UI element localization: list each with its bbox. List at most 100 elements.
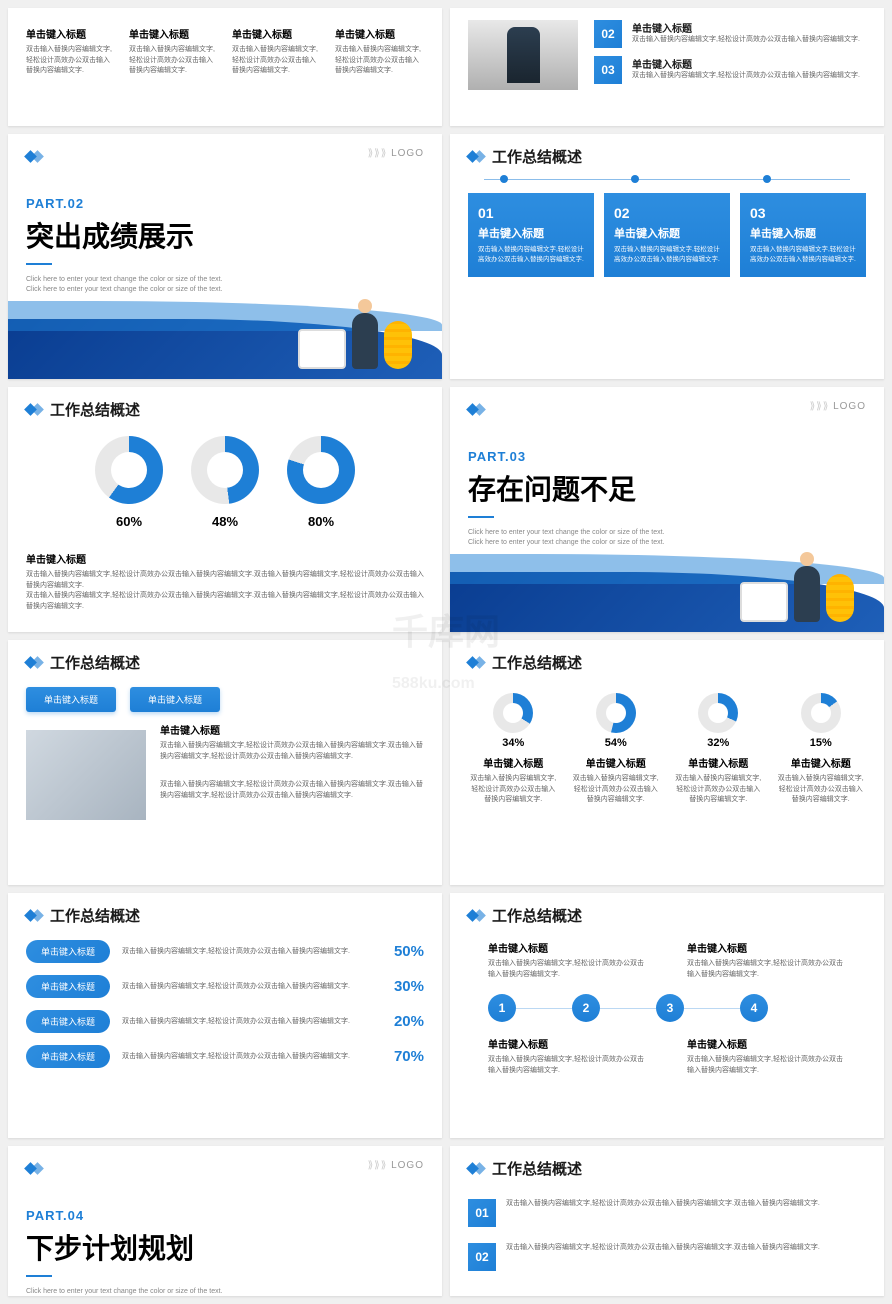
gauge-column: 15% 单击键入标题双击输入替换内容编辑文字,轻松设计高效办公双击输入替换内容编辑…: [776, 693, 867, 806]
gauge-title: 单击键入标题: [776, 755, 867, 770]
section-title: 工作总结概述: [468, 652, 866, 673]
gauge-desc: 双击输入替换内容编辑文字,轻松设计高效办公双击输入替换内容编辑文字.: [571, 774, 662, 806]
step-circle: 4: [740, 994, 768, 1022]
pill-button[interactable]: 单击键入标题: [130, 687, 220, 712]
diamond-icon: [468, 907, 486, 925]
card-desc: 双击输入替换内容编辑文字,轻松设计高效办公双击输入替换内容编辑文字.: [614, 245, 720, 265]
pill-button[interactable]: 单击键入标题: [26, 687, 116, 712]
section-title: 工作总结概述: [26, 905, 424, 926]
donut-row: 60%48%80%: [26, 436, 424, 535]
donut-percent: 48%: [191, 514, 259, 529]
slide-donuts: 工作总结概述 60%48%80% 单击键入标题 双击输入替换内容编辑文字,轻松设…: [8, 387, 442, 632]
bar-pill[interactable]: 单击键入标题: [26, 975, 110, 998]
numbered-item: 02 双击输入替换内容编辑文字,轻松设计高效办公双击输入替换内容编辑文字.双击输入…: [468, 1243, 866, 1271]
subtitle: Click here to enter your text change the…: [468, 528, 668, 548]
section-title: 工作总结概述: [468, 905, 866, 926]
section-title: 工作总结概述: [468, 1158, 866, 1179]
diamond-icon: [468, 654, 486, 672]
donut-chart: 80%: [287, 436, 355, 535]
step-circle: 3: [656, 994, 684, 1022]
text-title: 单击键入标题: [160, 722, 424, 737]
bar-row: 单击键入标题 双击输入替换内容编辑文字,轻松设计高效办公双击输入替换内容编辑文字.…: [26, 1045, 424, 1068]
step-desc: 双击输入替换内容编辑文字,轻松设计高效办公双击输入替换内容编辑文字.: [687, 1055, 846, 1076]
gauge-percent: 54%: [571, 737, 662, 749]
card-title: 单击键入标题: [478, 225, 584, 241]
logo: LOGO: [810, 401, 866, 412]
item-title: 单击键入标题: [632, 56, 860, 71]
bar-pill[interactable]: 单击键入标题: [26, 1045, 110, 1068]
slide-part02: LOGO PART.02 突出成绩展示 Click here to enter …: [8, 134, 442, 379]
number-badge: 01: [468, 1199, 496, 1227]
item-desc: 双击输入替换内容编辑文字,轻松设计高效办公双击输入替换内容编辑文字.双击输入替换…: [506, 1243, 820, 1271]
logo: LOGO: [368, 1160, 424, 1171]
gauge-chart: [801, 693, 841, 733]
card-title: 单击键入标题: [750, 225, 856, 241]
donut-chart: 48%: [191, 436, 259, 535]
col-desc: 双击输入替换内容编辑文字,轻松设计高效办公双击输入替换内容编辑文字.: [129, 45, 218, 77]
card-desc: 双击输入替换内容编辑文字,轻松设计高效办公双击输入替换内容编辑文字.: [478, 245, 584, 265]
diamond-icon: [26, 654, 44, 672]
step-desc: 双击输入替换内容编辑文字,轻松设计高效办公双击输入替换内容编辑文字.: [488, 1055, 647, 1076]
separator: [468, 516, 494, 518]
number-badge: 02: [468, 1243, 496, 1271]
bar-desc: 双击输入替换内容编辑文字,轻松设计高效办公双击输入替换内容编辑文字.: [122, 1017, 368, 1027]
step-desc: 双击输入替换内容编辑文字,轻松设计高效办公双击输入替换内容编辑文字.: [687, 959, 846, 980]
donut-percent: 80%: [287, 514, 355, 529]
step-circle: 1: [488, 994, 516, 1022]
slide-gauges: 工作总结概述 34%单击键入标题双击输入替换内容编辑文字,轻松设计高效办公双击输…: [450, 640, 884, 885]
logo: LOGO: [368, 148, 424, 159]
item-title: 单击键入标题: [632, 20, 860, 35]
card-desc: 双击输入替换内容编辑文字,轻松设计高效办公双击输入替换内容编辑文字.: [750, 245, 856, 265]
number-badge: 03: [594, 56, 622, 84]
gauge-desc: 双击输入替换内容编辑文字,轻松设计高效办公双击输入替换内容编辑文字.: [776, 774, 867, 806]
gauge-column: 32%单击键入标题双击输入替换内容编辑文字,轻松设计高效办公双击输入替换内容编辑…: [673, 693, 764, 806]
slide-part03: LOGO PART.03 存在问题不足 Click here to enter …: [450, 387, 884, 632]
gauge-chart: [698, 693, 738, 733]
four-columns: 单击键入标题双击输入替换内容编辑文字,轻松设计高效办公双击输入替换内容编辑文字.…: [26, 26, 424, 77]
slide-part04: LOGO PART.04 下步计划规划 Click here to enter …: [8, 1146, 442, 1296]
subtitle: Click here to enter your text change the…: [26, 1287, 226, 1296]
col-title: 单击键入标题: [129, 26, 218, 41]
step-desc: 双击输入替换内容编辑文字,轻松设计高效办公双击输入替换内容编辑文字.: [488, 959, 647, 980]
gauge-percent: 15%: [776, 737, 867, 749]
section-title: 工作总结概述: [26, 652, 424, 673]
bar-pill[interactable]: 单击键入标题: [26, 1010, 110, 1033]
separator: [26, 263, 52, 265]
gauge-desc: 双击输入替换内容编辑文字,轻松设计高效办公双击输入替换内容编辑文字.: [468, 774, 559, 806]
diamond-icon: [468, 1160, 486, 1178]
slide-numbered-list: 工作总结概述 01 双击输入替换内容编辑文字,轻松设计高效办公双击输入替换内容编辑…: [450, 1146, 884, 1296]
donut-title: 单击键入标题: [26, 551, 424, 566]
bar-row: 单击键入标题 双击输入替换内容编辑文字,轻松设计高效办公双击输入替换内容编辑文字.…: [26, 1010, 424, 1033]
subtitle: Click here to enter your text change the…: [26, 275, 226, 295]
section-title: 工作总结概述: [468, 146, 866, 167]
part-title: 下步计划规划: [26, 1227, 424, 1267]
gauge-chart: [596, 693, 636, 733]
step-title: 单击键入标题: [687, 1036, 846, 1051]
bar-desc: 双击输入替换内容编辑文字,轻松设计高效办公双击输入替换内容编辑文字.: [122, 947, 368, 957]
col-title: 单击键入标题: [26, 26, 115, 41]
bar-row: 单击键入标题 双击输入替换内容编辑文字,轻松设计高效办公双击输入替换内容编辑文字.…: [26, 940, 424, 963]
bar-pill[interactable]: 单击键入标题: [26, 940, 110, 963]
bar-percent: 70%: [380, 1048, 424, 1065]
illustration: [280, 249, 430, 369]
card-title: 单击键入标题: [614, 225, 720, 241]
slide-grid: 单击键入标题双击输入替换内容编辑文字,轻松设计高效办公双击输入替换内容编辑文字.…: [0, 0, 892, 1304]
info-card: 01单击键入标题双击输入替换内容编辑文字,轻松设计高效办公双击输入替换内容编辑文…: [468, 193, 594, 277]
slide-steps: 工作总结概述 单击键入标题双击输入替换内容编辑文字,轻松设计高效办公双击输入替换…: [450, 893, 884, 1138]
slide-bars: 工作总结概述 单击键入标题双击输入替换内容编辑文字,轻松设计高效办公双击输入替换…: [8, 893, 442, 1138]
businessman-photo: [468, 20, 578, 90]
gauge-title: 单击键入标题: [571, 755, 662, 770]
gauge-column: 34%单击键入标题双击输入替换内容编辑文字,轻松设计高效办公双击输入替换内容编辑…: [468, 693, 559, 806]
col-desc: 双击输入替换内容编辑文字,轻松设计高效办公双击输入替换内容编辑文字.: [232, 45, 321, 77]
step-title: 单击键入标题: [488, 940, 647, 955]
diamond-icon: [26, 401, 44, 419]
col-desc: 双击输入替换内容编辑文字,轻松设计高效办公双击输入替换内容编辑文字.: [335, 45, 424, 77]
diamond-icon: [26, 148, 44, 166]
item-desc: 双击输入替换内容编辑文字,轻松设计高效办公双击输入替换内容编辑文字.: [632, 71, 860, 82]
donut-desc: 双击输入替换内容编辑文字,轻松设计高效办公双击输入替换内容编辑文字.双击输入替换…: [26, 570, 424, 591]
gauge-percent: 32%: [673, 737, 764, 749]
donut-desc2: 双击输入替换内容编辑文字,轻松设计高效办公双击输入替换内容编辑文字.双击输入替换…: [26, 591, 424, 612]
bar-percent: 50%: [380, 943, 424, 960]
bar-percent: 20%: [380, 1013, 424, 1030]
bar-desc: 双击输入替换内容编辑文字,轻松设计高效办公双击输入替换内容编辑文字.: [122, 1052, 368, 1062]
